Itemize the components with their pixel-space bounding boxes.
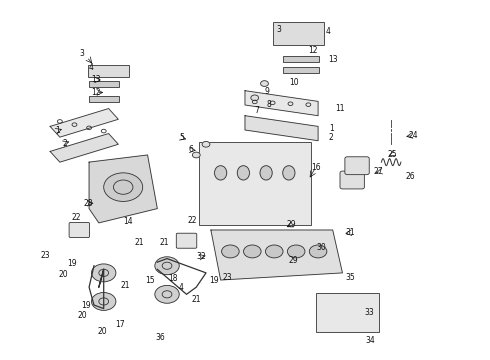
FancyBboxPatch shape [345, 157, 369, 175]
Text: 23: 23 [41, 251, 50, 260]
Polygon shape [211, 230, 343, 280]
Text: 1: 1 [55, 126, 60, 135]
Circle shape [266, 245, 283, 258]
Text: 13: 13 [92, 76, 101, 85]
Polygon shape [245, 91, 318, 116]
FancyBboxPatch shape [89, 81, 119, 87]
Text: 4: 4 [178, 283, 183, 292]
Circle shape [244, 245, 261, 258]
Text: 28: 28 [83, 199, 93, 208]
FancyBboxPatch shape [176, 233, 197, 248]
Polygon shape [89, 155, 157, 223]
Circle shape [92, 293, 116, 310]
Text: 29: 29 [289, 256, 298, 265]
Text: 22: 22 [188, 216, 197, 225]
Text: 32: 32 [196, 252, 206, 261]
Text: 1: 1 [329, 124, 334, 133]
Text: 2: 2 [329, 133, 334, 142]
Circle shape [104, 173, 143, 202]
Text: 34: 34 [366, 336, 375, 345]
Text: 14: 14 [123, 217, 133, 226]
Text: 21: 21 [134, 238, 144, 247]
FancyBboxPatch shape [69, 222, 90, 238]
Text: 8: 8 [267, 100, 272, 109]
FancyBboxPatch shape [284, 57, 318, 63]
Polygon shape [245, 116, 318, 141]
Text: 4: 4 [325, 27, 330, 36]
Text: 4: 4 [89, 63, 94, 72]
Text: 20: 20 [77, 311, 87, 320]
Text: 25: 25 [387, 150, 397, 159]
Text: 21: 21 [192, 295, 201, 304]
Circle shape [193, 152, 200, 158]
FancyBboxPatch shape [89, 96, 119, 102]
Text: 21: 21 [121, 281, 130, 290]
Circle shape [92, 264, 116, 282]
Text: 7: 7 [255, 106, 260, 115]
Text: 5: 5 [179, 133, 184, 142]
Text: 3: 3 [79, 49, 84, 58]
Ellipse shape [283, 166, 295, 180]
Text: 26: 26 [406, 172, 416, 181]
Ellipse shape [237, 166, 249, 180]
Polygon shape [50, 109, 118, 137]
Text: 24: 24 [408, 131, 418, 140]
Text: 20: 20 [58, 270, 68, 279]
Text: 23: 23 [222, 273, 232, 282]
Text: 6: 6 [189, 145, 194, 154]
Text: 12: 12 [92, 88, 101, 97]
Text: 30: 30 [316, 243, 326, 252]
Text: 36: 36 [156, 333, 166, 342]
Text: 21: 21 [160, 238, 170, 247]
Text: 17: 17 [116, 320, 125, 329]
FancyBboxPatch shape [340, 171, 365, 189]
Circle shape [221, 245, 239, 258]
Text: 35: 35 [345, 273, 355, 282]
FancyBboxPatch shape [316, 293, 379, 332]
Polygon shape [50, 134, 118, 162]
Text: 19: 19 [81, 301, 91, 310]
Text: 11: 11 [335, 104, 345, 113]
Text: 27: 27 [373, 167, 383, 176]
Text: 16: 16 [311, 163, 320, 172]
Ellipse shape [260, 166, 272, 180]
Text: 19: 19 [210, 275, 219, 284]
FancyBboxPatch shape [199, 143, 311, 225]
Text: 31: 31 [345, 228, 355, 237]
FancyBboxPatch shape [284, 67, 318, 73]
Text: 2: 2 [62, 139, 67, 148]
Text: 22: 22 [71, 213, 81, 222]
Text: 33: 33 [365, 308, 374, 317]
Circle shape [288, 245, 305, 258]
Text: 3: 3 [277, 26, 282, 35]
Circle shape [309, 245, 327, 258]
Text: 13: 13 [328, 55, 338, 64]
Circle shape [251, 95, 259, 101]
Text: 20: 20 [98, 327, 107, 336]
Text: 9: 9 [265, 87, 270, 96]
Text: 12: 12 [309, 46, 318, 55]
FancyBboxPatch shape [88, 65, 129, 77]
Circle shape [261, 81, 269, 86]
Circle shape [202, 141, 210, 147]
Text: 19: 19 [67, 260, 76, 269]
Ellipse shape [215, 166, 227, 180]
FancyBboxPatch shape [273, 22, 324, 45]
Circle shape [155, 285, 179, 303]
Text: 29: 29 [287, 220, 296, 229]
Text: 15: 15 [146, 276, 155, 285]
Circle shape [155, 257, 179, 275]
Text: 18: 18 [168, 274, 178, 283]
Text: 10: 10 [289, 78, 298, 87]
